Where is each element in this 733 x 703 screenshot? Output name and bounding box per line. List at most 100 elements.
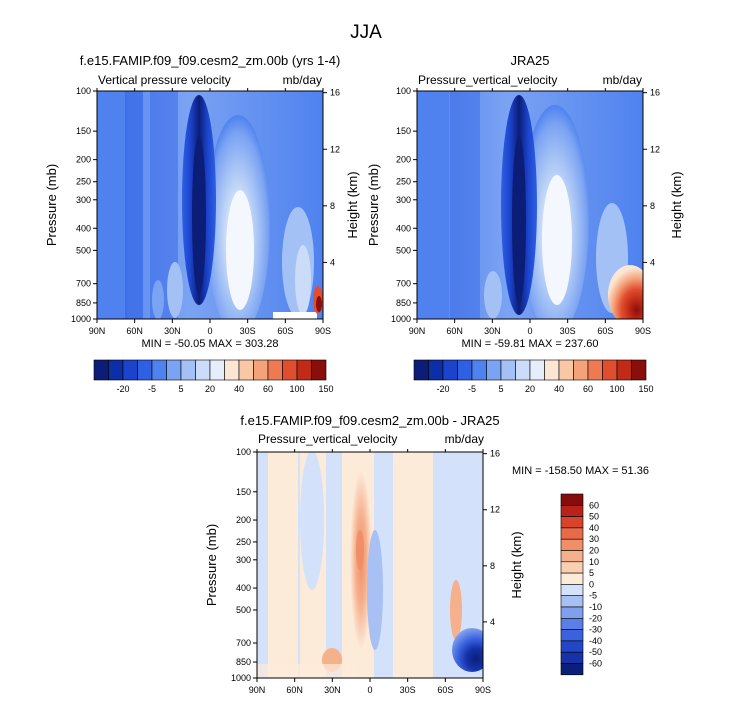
y2-axis-label: Height (km) [669,171,684,238]
panel-cesm2: f.e15.FAMIP.f09_f09.cesm2_zm.00b (yrs 1-… [44,53,360,394]
colorbar-swatch [428,359,444,381]
y-tick-label: 250 [396,177,411,187]
x-tick-label: 0 [207,326,212,336]
x-tick-label: 30N [164,326,181,336]
colorbar-swatch [560,617,584,630]
colorbar-swatch [573,359,589,381]
x-tick-label: 60N [286,685,303,695]
y2-tick-label: 12 [490,505,500,515]
colorbar-label: 50 [589,512,599,522]
y-tick-label: 850 [76,298,91,308]
colorbar-label: 10 [589,557,599,567]
colorbar-label: -20 [436,384,449,394]
right-label: mb/day [283,73,322,87]
x-tick-label: 30S [400,685,416,695]
y-tick-label: 1000 [231,673,251,683]
x-tick-label: 90S [635,326,651,336]
colorbar-swatch [560,663,584,676]
y-tick-label: 200 [396,155,411,165]
y-tick-label: 400 [236,583,251,593]
y2-tick-label: 8 [650,201,655,211]
colorbar-label: 30 [589,534,599,544]
colorbar-swatch [616,359,632,381]
y-tick-label: 700 [236,638,251,648]
axes: 90N 60N 30N 0 30S 60S 90S 100 150 200 250 300 400 500… [391,86,660,336]
x-tick-label: 30N [484,326,501,336]
colorbar-label: -10 [589,602,602,612]
colorbar-label: -20 [116,384,129,394]
y-tick-label: 850 [236,657,251,667]
colorbar-label: -40 [589,636,602,646]
y2-tick-label: 4 [330,257,335,267]
page-title: JJA [350,22,382,43]
contour-field [257,452,483,678]
contour-field [417,91,643,319]
colorbar-swatch [500,359,516,381]
x-tick-label: 60S [277,326,293,336]
y-tick-label: 150 [76,126,91,136]
panel-difference: f.e15.FAMIP.f09_f09.cesm2_zm.00b - JRA25… [204,413,649,695]
y-axis-label: Pressure (mb) [204,524,219,606]
colorbar-swatch [560,550,584,563]
y-axis-label: Pressure (mb) [44,164,59,246]
colorbar-label: 0 [589,579,594,589]
colorbar: -20 -5 5 20 40 60 100 150 [93,359,334,394]
colorbar-swatch [471,359,487,381]
y-tick-label: 100 [396,86,411,96]
colorbar-label: 100 [609,384,624,394]
colorbar-swatch [558,359,574,381]
y-tick-label: 100 [236,447,251,457]
colorbar-label: 20 [589,546,599,556]
colorbar-swatch [560,561,584,574]
right-label: mb/day [445,432,484,446]
y-tick-label: 200 [76,155,91,165]
colorbar-swatch [560,606,584,619]
colorbar-label: 5 [498,384,503,394]
left-label: Pressure_vertical_velocity [418,73,557,87]
colorbar-swatch [560,629,584,642]
axes: 90N 60N 30N 0 30S 60S 90S 100 150 200 250 300 400 500… [71,86,340,336]
colorbar-label: -5 [148,384,156,394]
colorbar-swatch [93,359,109,381]
y-tick-label: 500 [236,605,251,615]
y2-tick-label: 4 [650,257,655,267]
colorbar-label: 150 [638,384,653,394]
contour-field [97,91,323,319]
colorbar-swatch [209,359,225,381]
colorbar-label: -20 [589,613,602,623]
colorbar-swatch [122,359,138,381]
x-tick-label: 60S [437,685,453,695]
y-axis-label: Pressure (mb) [366,164,381,246]
panel-jra25: JRA25 Pressure_vertical_velocity mb/day … [366,53,684,394]
colorbar-swatch [267,359,283,381]
colorbar-label: 40 [554,384,564,394]
colorbar-swatch [560,516,584,529]
colorbar-swatch [587,359,603,381]
min-max-stats: MIN = -158.50 MAX = 51.36 [512,465,649,477]
y-tick-label: 500 [76,245,91,255]
x-tick-label: 90S [315,326,331,336]
min-max-stats: MIN = -59.81 MAX = 237.60 [462,338,599,350]
colorbar-swatch [560,572,584,585]
x-tick-label: 30S [560,326,576,336]
colorbar-label: -5 [468,384,476,394]
colorbar-swatch [560,651,584,664]
x-tick-label: 90N [409,326,426,336]
colorbar-swatch [560,584,584,597]
colorbar-label: 5 [178,384,183,394]
panel-title: f.e15.FAMIP.f09_f09.cesm2_zm.00b - JRA25 [240,413,499,428]
colorbar-swatch [238,359,254,381]
y-tick-label: 400 [76,223,91,233]
colorbar-label: 5 [589,568,594,578]
x-tick-label: 90S [475,685,491,695]
x-tick-label: 60N [126,326,143,336]
y2-tick-label: 16 [490,449,500,459]
x-tick-label: 0 [367,685,372,695]
colorbar-swatch [560,504,584,517]
right-label: mb/day [603,73,642,87]
min-max-stats: MIN = -50.05 MAX = 303.28 [142,338,279,350]
y-tick-label: 700 [76,279,91,289]
y-tick-label: 300 [76,195,91,205]
colorbar-label: -30 [589,625,602,635]
